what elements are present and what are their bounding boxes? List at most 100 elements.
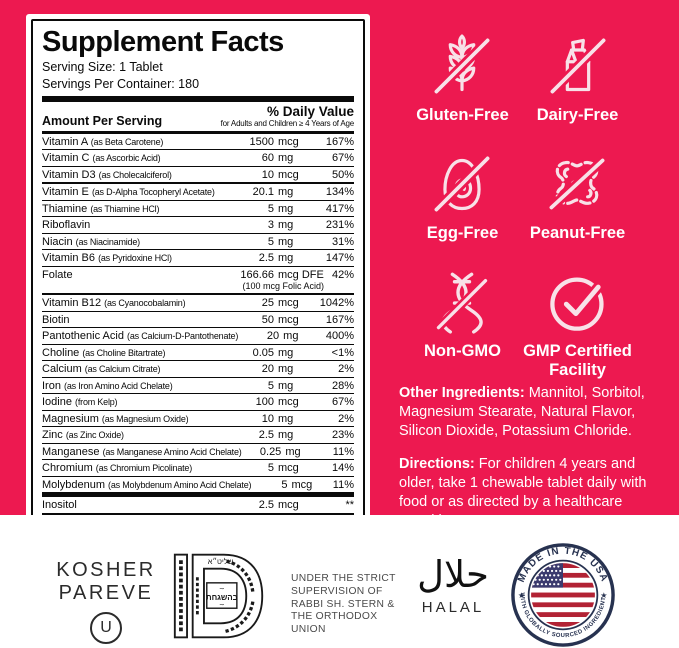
nutrient-source: (as Manganese Amino Acid Chelate): [102, 446, 242, 457]
badge-label: Dairy-Free: [536, 106, 619, 124]
nutrient-source: (as Zinc Oxide): [65, 430, 124, 440]
nutrient-amount: 60: [261, 152, 274, 164]
nutrient-amount: 2.5: [258, 429, 274, 441]
nutrient-amount: 20: [266, 330, 280, 342]
stamp-tilde-top: ~: [219, 583, 224, 593]
nutrient-unit: mg: [283, 330, 299, 342]
nutrient-note: (100 mcg Folic Acid): [242, 281, 324, 291]
nutrient-name: Vitamin A (as Beta Carotene): [42, 135, 164, 148]
nutrient-daily-value: 67%: [331, 396, 354, 408]
column-daily-value: % Daily Value: [266, 104, 354, 119]
nutrient-name: Folate: [42, 268, 73, 281]
table-row: Vitamin E (as D-Alpha Tocopheryl Acetate…: [42, 184, 354, 201]
kosher-line: KOSHER: [56, 559, 156, 581]
peanut-icon: [548, 156, 607, 212]
nutrient-amount: 25: [261, 297, 274, 309]
dna-icon: [436, 272, 489, 334]
nutrient-daily-value: 231%: [325, 219, 354, 231]
table-row: Zinc (as Zinc Oxide) 2.5 mg 23%: [42, 427, 354, 444]
table-row: Vitamin C (as Ascorbic Acid) 60 mg 67%: [42, 150, 354, 167]
nutrient-name: Pantothenic Acid (as Calcium-D-Pantothen…: [42, 330, 239, 342]
badge-peanut-free: Peanut-Free: [530, 152, 625, 243]
badge-gmp-certified: GMP Certified Facility: [522, 270, 634, 380]
nutrient-amount: 0.05: [252, 346, 274, 359]
nutrient-unit: mcg: [278, 462, 299, 474]
table-row: Biotin 50 mcg 167%: [42, 312, 354, 328]
nutrient-name: Vitamin D3 (as Cholecalciferol): [42, 168, 172, 181]
divider-medium: [42, 131, 354, 134]
nutrient-daily-value: 31%: [331, 235, 354, 248]
table-row: Calcium (as Calcium Citrate) 20 mg 2%: [42, 361, 354, 378]
table-row: Riboflavin 3 mg 231%: [42, 217, 354, 234]
feature-badges: Gluten-Free Dairy-Free: [405, 34, 635, 380]
nutrient-source: (as Chromium Picolinate): [95, 463, 193, 473]
nutrient-unit: mcg: [278, 499, 299, 511]
supervision-text: UNDER THE STRICT SUPERVISION OF RABBI SH…: [291, 573, 396, 636]
made-in-usa-badge: MADE IN THE USA WITH GLOBALLY SOURCED IN…: [509, 541, 615, 647]
badge-gluten-free: Gluten-Free: [416, 34, 509, 125]
column-amount-per-serving: Amount Per Serving: [42, 114, 163, 128]
nutrient-unit: mg: [278, 186, 294, 198]
nutrient-name: Vitamin C (as Ascorbic Acid): [42, 152, 161, 164]
star-right-icon: ★: [600, 591, 607, 600]
nutrient-amount: 10: [261, 168, 274, 181]
halal-label: HALAL: [421, 599, 485, 616]
nutrient-name: Thiamine (as Thiamine HCl): [42, 202, 160, 215]
nutrient-name: Vitamin B6 (as Pyridoxine HCl): [42, 252, 172, 264]
nutrient-unit: mg: [278, 219, 294, 231]
column-daily-value-note: for Adults and Children ≥ 4 Years of Age: [220, 119, 355, 128]
table-row: Thiamine (as Thiamine HCl) 5 mg 417%: [42, 201, 354, 217]
certification-strip: KOSHER PAREVE U שליט״א ~ בהשגחת ~ UNDER …: [0, 515, 679, 648]
nutrient-name: Chromium (as Chromium Picolinate): [42, 462, 193, 474]
table-header: Amount Per Serving % Daily Value for Adu…: [42, 105, 354, 129]
nutrient-name: Vitamin B12 (as Cyanocobalamin): [42, 297, 186, 309]
nutrient-daily-value: **: [345, 499, 354, 511]
egg-icon: [433, 155, 492, 213]
check-circle-icon: [549, 277, 604, 331]
stamp-hebrew-center: בהשגחת: [206, 593, 238, 602]
nutrient-daily-value: 11%: [332, 445, 354, 458]
table-row: Vitamin B12 (as Cyanocobalamin) 25 mcg 1…: [42, 295, 354, 312]
table-row: Vitamin B6 (as Pyridoxine HCl) 2.5 mg 14…: [42, 250, 354, 267]
nutrient-name: Zinc (as Zinc Oxide): [42, 429, 124, 441]
nutrient-unit: mg: [285, 445, 301, 458]
nutrient-unit: mcg: [278, 396, 299, 408]
nutrient-daily-value: 167%: [325, 135, 354, 148]
nutrient-name: Iodine (from Kelp): [42, 396, 118, 408]
nutrient-amount: 20.1: [252, 186, 274, 198]
nutrient-amount: 5: [281, 478, 288, 491]
table-row: Iodine (from Kelp) 100 mcg 67%: [42, 394, 354, 411]
nutrient-name: Vitamin E (as D-Alpha Tocopheryl Acetate…: [42, 186, 215, 198]
table-row: Molybdenum (as Molybdenum Amino Acid Che…: [42, 477, 354, 497]
badge-egg-free: Egg-Free: [427, 152, 498, 243]
nutrient-name: Niacin (as Niacinamide): [42, 235, 141, 248]
nutrient-amount: 3: [267, 219, 274, 231]
nutrient-unit: mg: [278, 363, 294, 375]
nutrient-name: Iron (as Iron Amino Acid Chelate): [42, 379, 173, 392]
nutrient-name: Riboflavin: [42, 219, 91, 231]
nutrient-daily-value: 417%: [325, 202, 354, 215]
nutrient-unit: mcg: [278, 135, 299, 148]
table-row: Vitamin D3 (as Cholecalciferol) 10 mcg 5…: [42, 167, 354, 184]
nutrient-table: Vitamin A (as Beta Carotene) 1500 mcg 16…: [42, 134, 354, 515]
nutrient-daily-value: 167%: [325, 313, 354, 326]
nutrient-unit: mg: [278, 346, 294, 359]
table-row: Inositol 2.5 mcg **: [42, 497, 354, 515]
directions-label: Directions:: [399, 456, 475, 472]
other-ingredients-label: Other Ingredients:: [399, 385, 525, 401]
pareve-line: PAREVE: [58, 582, 154, 604]
table-row: Chromium (as Chromium Picolinate) 5 mcg …: [42, 460, 354, 477]
nutrient-source: (as Niacinamide): [75, 236, 141, 247]
nutrient-amount: 5: [267, 379, 274, 392]
nutrient-daily-value: 134%: [325, 186, 354, 198]
kosher-pareve: KOSHER PAREVE U: [36, 559, 176, 644]
nutrient-source: (as Magnesium Oxide): [101, 413, 189, 424]
nutrient-amount: 10: [261, 412, 274, 425]
nutrient-amount: 5: [267, 235, 274, 248]
nutrient-source: (as Cholecalciferol): [98, 169, 172, 180]
nutrient-name: Calcium (as Calcium Citrate): [42, 363, 161, 375]
nutrient-unit: mcg: [291, 478, 313, 491]
badge-label: GMP Certified Facility: [523, 342, 632, 379]
nutrient-amount: 2.5: [258, 499, 274, 511]
nutrient-name: Manganese (as Manganese Amino Acid Chela…: [42, 445, 242, 458]
